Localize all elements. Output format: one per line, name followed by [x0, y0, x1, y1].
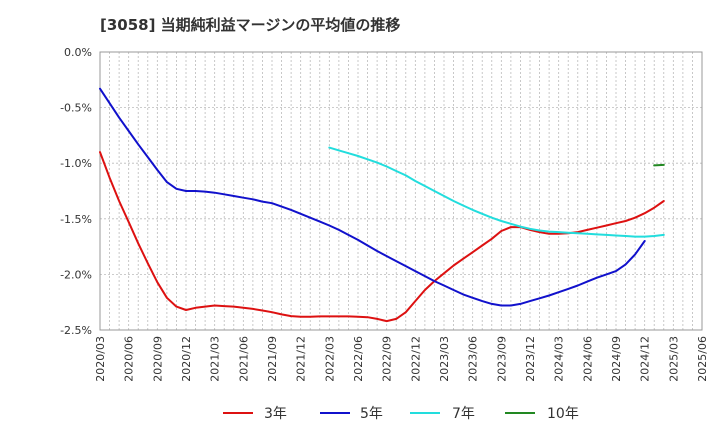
- plot-area-frame: [99, 51, 703, 331]
- x-tick-label: 2020/03: [94, 336, 107, 382]
- legend-label: 3年: [264, 406, 287, 422]
- x-tick-label: 2020/12: [180, 336, 193, 382]
- y-tick-label: -1.0%: [60, 157, 92, 170]
- x-tick-label: 2021/09: [266, 336, 279, 382]
- x-tick-label: 2021/06: [237, 336, 250, 382]
- y-tick-label: -2.0%: [60, 268, 92, 281]
- legend-label: 7年: [452, 406, 475, 422]
- x-tick-label: 2023/12: [524, 336, 537, 382]
- series-line-4: [653, 163, 665, 167]
- legend-label: 5年: [360, 406, 383, 422]
- y-tick-label: -1.5%: [60, 213, 92, 226]
- x-tick-label: 2022/06: [352, 336, 365, 382]
- x-tick-label: 2023/03: [438, 336, 451, 382]
- y-tick-label: -2.5%: [60, 324, 92, 337]
- series-line-2: [99, 87, 646, 307]
- x-tick-label: 2024/03: [553, 336, 566, 382]
- y-tick-label: -0.5%: [60, 102, 92, 115]
- series-line-3: [328, 146, 665, 238]
- x-tick-label: 2020/09: [151, 336, 164, 382]
- x-tick-label: 2020/06: [123, 336, 136, 382]
- x-tick-label: 2022/12: [409, 336, 422, 382]
- series-line-1: [99, 151, 665, 323]
- series-lines: [99, 87, 665, 323]
- x-tick-label: 2024/12: [639, 336, 652, 382]
- x-tick-label: 2024/09: [610, 336, 623, 382]
- y-tick-label: 0.0%: [64, 46, 92, 59]
- x-tick-label: 2021/12: [295, 336, 308, 382]
- x-tick-label: 2023/09: [495, 336, 508, 382]
- chart-title: [3058] 当期純利益マージンの平均値の推移: [100, 16, 401, 34]
- y-axis-ticks: 0.0% -0.5% -1.0% -1.5% -2.0% -2.5%: [60, 46, 92, 337]
- x-tick-label: 2023/06: [467, 336, 480, 382]
- x-tick-label: 2025/06: [696, 336, 709, 382]
- x-axis-ticks: 2020/03 2020/06 2020/09 2020/12 2021/03 2021/…: [94, 336, 709, 382]
- legend-label: 10年: [547, 406, 579, 422]
- x-tick-label: 2021/03: [209, 336, 222, 382]
- x-tick-label: 2024/06: [581, 336, 594, 382]
- x-tick-label: 2022/09: [381, 336, 394, 382]
- grid-lines: [100, 52, 702, 330]
- x-tick-label: 2025/03: [667, 336, 680, 382]
- legend: 3年 5年 7年 10年: [223, 406, 579, 422]
- x-tick-label: 2022/03: [323, 336, 336, 382]
